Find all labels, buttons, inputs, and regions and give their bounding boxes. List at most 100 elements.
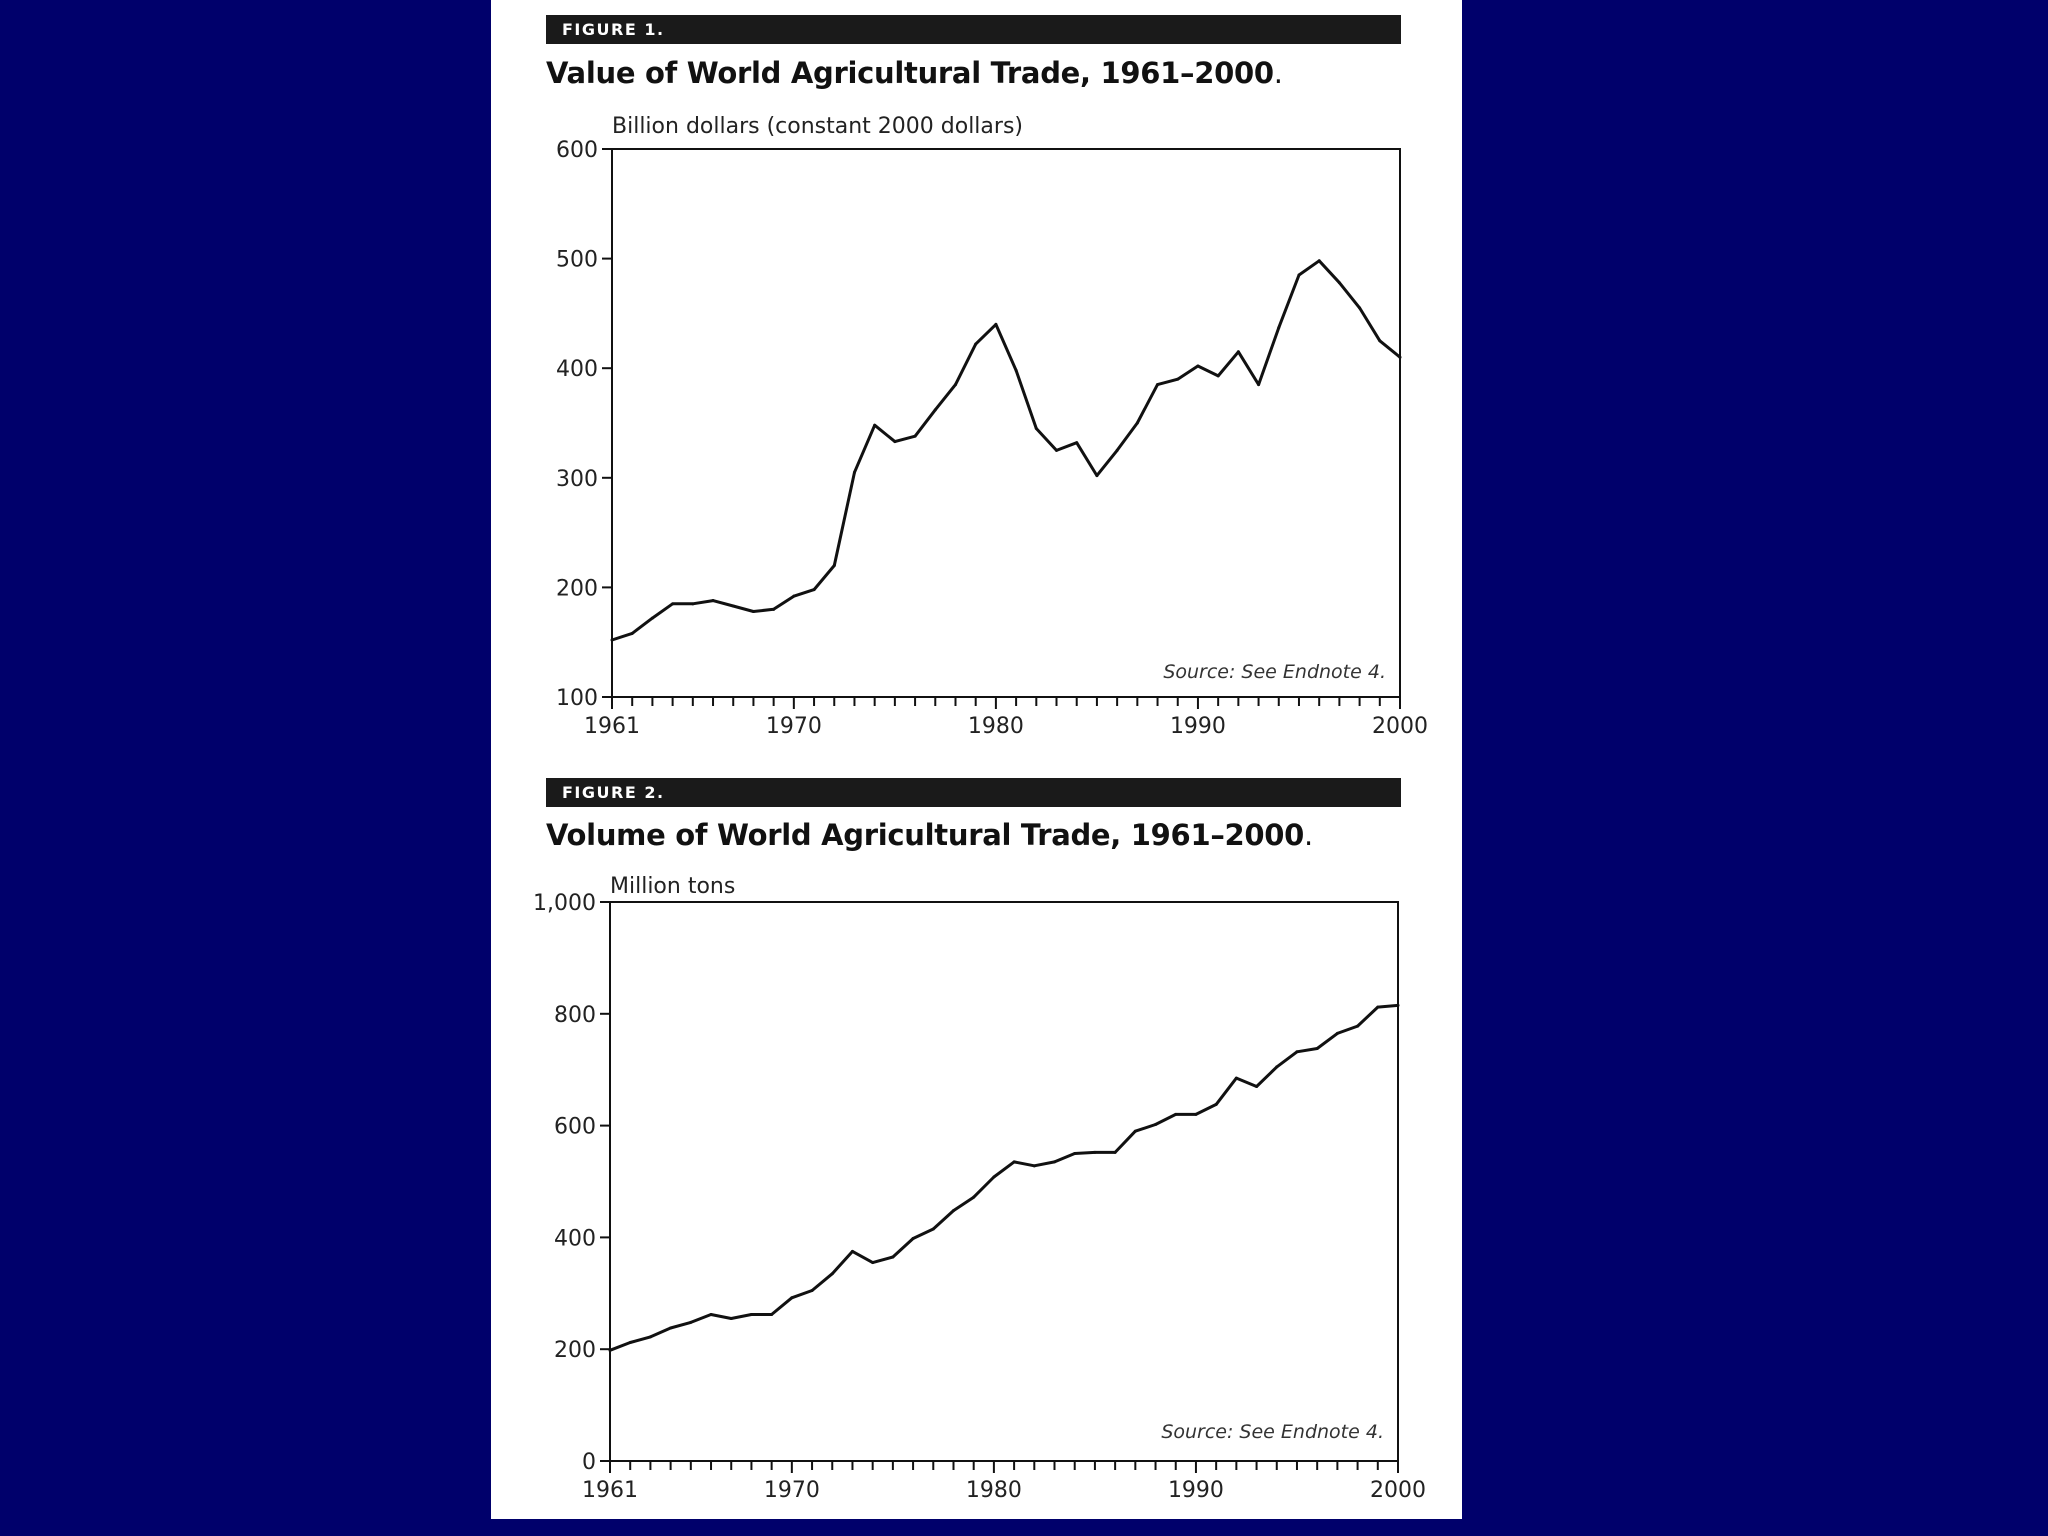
y-tick-label: 500 bbox=[556, 248, 598, 273]
y-tick-label: 200 bbox=[556, 576, 598, 601]
data-point bbox=[891, 1255, 895, 1259]
data-point bbox=[731, 604, 735, 608]
source-note: Source: See Endnote 4. bbox=[1161, 1421, 1384, 1443]
data-point bbox=[1236, 350, 1240, 354]
y-tick-label: 800 bbox=[554, 1003, 596, 1028]
data-point bbox=[951, 1209, 955, 1213]
data-point bbox=[810, 1289, 814, 1293]
figure-1-label: FIGURE 1. bbox=[562, 20, 665, 39]
x-tick-label: 1980 bbox=[966, 1478, 1022, 1503]
data-point bbox=[1376, 1005, 1380, 1009]
data-point bbox=[1194, 1112, 1198, 1116]
data-point bbox=[1216, 374, 1220, 378]
y-tick-label: 300 bbox=[556, 467, 598, 492]
data-point bbox=[812, 588, 816, 592]
data-point bbox=[1335, 1031, 1339, 1035]
data-point bbox=[1055, 448, 1059, 452]
y-tick-label: 100 bbox=[556, 686, 598, 711]
figure-2-label-bar: FIGURE 2. bbox=[546, 778, 1401, 807]
x-tick-label: 1961 bbox=[584, 714, 640, 739]
data-point bbox=[691, 602, 695, 606]
figure-2-title-text: Volume of World Agricultural Trade, 1961… bbox=[546, 818, 1305, 852]
figure-1-label-bar: FIGURE 1. bbox=[546, 15, 1401, 44]
data-point bbox=[1356, 1024, 1360, 1028]
data-point bbox=[1176, 377, 1180, 381]
data-point bbox=[832, 563, 836, 567]
data-point bbox=[933, 408, 937, 412]
data-point bbox=[1196, 364, 1200, 368]
plot-frame bbox=[609, 901, 1399, 1462]
data-point bbox=[850, 1249, 854, 1253]
data-point bbox=[689, 1320, 693, 1324]
data-point bbox=[1396, 1003, 1400, 1007]
data-point bbox=[852, 470, 856, 474]
data-point bbox=[1317, 259, 1321, 263]
data-point bbox=[1095, 474, 1099, 478]
data-point bbox=[1075, 441, 1079, 445]
data-point bbox=[830, 1272, 834, 1276]
data-point bbox=[1214, 1102, 1218, 1106]
data-point bbox=[913, 434, 917, 438]
data-point bbox=[1337, 281, 1341, 285]
series-line bbox=[611, 259, 1401, 642]
data-point bbox=[1032, 1164, 1036, 1168]
y-tick-label: 0 bbox=[582, 1450, 596, 1475]
y-tick-label: 400 bbox=[554, 1226, 596, 1251]
data-point bbox=[1378, 339, 1382, 343]
figure-1-title: Value of World Agricultural Trade, 1961–… bbox=[546, 56, 1283, 90]
y-tick-label: 600 bbox=[556, 138, 598, 163]
x-tick-label: 1961 bbox=[582, 1478, 638, 1503]
figure-1-title-suffix: . bbox=[1273, 56, 1283, 90]
data-point bbox=[630, 631, 634, 635]
data-point bbox=[671, 602, 675, 606]
data-point bbox=[628, 1340, 632, 1344]
data-point bbox=[1034, 426, 1038, 430]
data-point bbox=[1174, 1112, 1178, 1116]
x-tick-label: 1980 bbox=[968, 714, 1024, 739]
data-point bbox=[650, 616, 654, 620]
data-point bbox=[953, 383, 957, 387]
data-point bbox=[669, 1326, 673, 1330]
data-point bbox=[1014, 368, 1018, 372]
y-tick-label: 200 bbox=[554, 1338, 596, 1363]
data-point bbox=[893, 440, 897, 444]
data-point bbox=[1093, 1150, 1097, 1154]
data-point bbox=[1133, 1129, 1137, 1133]
x-tick-label: 2000 bbox=[1370, 1478, 1426, 1503]
data-point bbox=[1073, 1152, 1077, 1156]
data-point bbox=[709, 1313, 713, 1317]
data-point bbox=[1053, 1160, 1057, 1164]
x-tick-label: 1990 bbox=[1168, 1478, 1224, 1503]
data-point bbox=[751, 610, 755, 614]
data-point bbox=[1358, 306, 1362, 310]
data-point bbox=[772, 607, 776, 611]
data-point bbox=[749, 1313, 753, 1317]
data-point bbox=[992, 1175, 996, 1179]
data-point bbox=[1277, 326, 1281, 330]
data-point bbox=[974, 342, 978, 346]
x-tick-label: 2000 bbox=[1372, 714, 1428, 739]
data-point bbox=[790, 1296, 794, 1300]
data-point bbox=[873, 423, 877, 427]
x-tick-label: 1970 bbox=[764, 1478, 820, 1503]
data-point bbox=[770, 1313, 774, 1317]
data-point bbox=[1315, 1046, 1319, 1050]
figure-2-label: FIGURE 2. bbox=[562, 783, 665, 802]
data-point bbox=[1297, 273, 1301, 277]
series-line bbox=[609, 1003, 1399, 1352]
y-axis-label: Million tons bbox=[610, 874, 735, 899]
data-point bbox=[648, 1335, 652, 1339]
data-point bbox=[1398, 355, 1402, 359]
data-point bbox=[931, 1227, 935, 1231]
data-point bbox=[1156, 383, 1160, 387]
data-point bbox=[1135, 421, 1139, 425]
y-axis-label: Billion dollars (constant 2000 dollars) bbox=[612, 114, 1023, 139]
figure-2-title: Volume of World Agricultural Trade, 1961… bbox=[546, 818, 1313, 852]
data-point bbox=[1257, 383, 1261, 387]
chart-value-of-trade: Billion dollars (constant 2000 dollars) 1… bbox=[556, 114, 1428, 739]
plot-frame bbox=[611, 148, 1401, 698]
x-tick-label: 1990 bbox=[1170, 714, 1226, 739]
figure-1-title-text: Value of World Agricultural Trade, 1961–… bbox=[546, 56, 1274, 90]
data-point bbox=[1255, 1084, 1259, 1088]
x-tick-label: 1970 bbox=[766, 714, 822, 739]
